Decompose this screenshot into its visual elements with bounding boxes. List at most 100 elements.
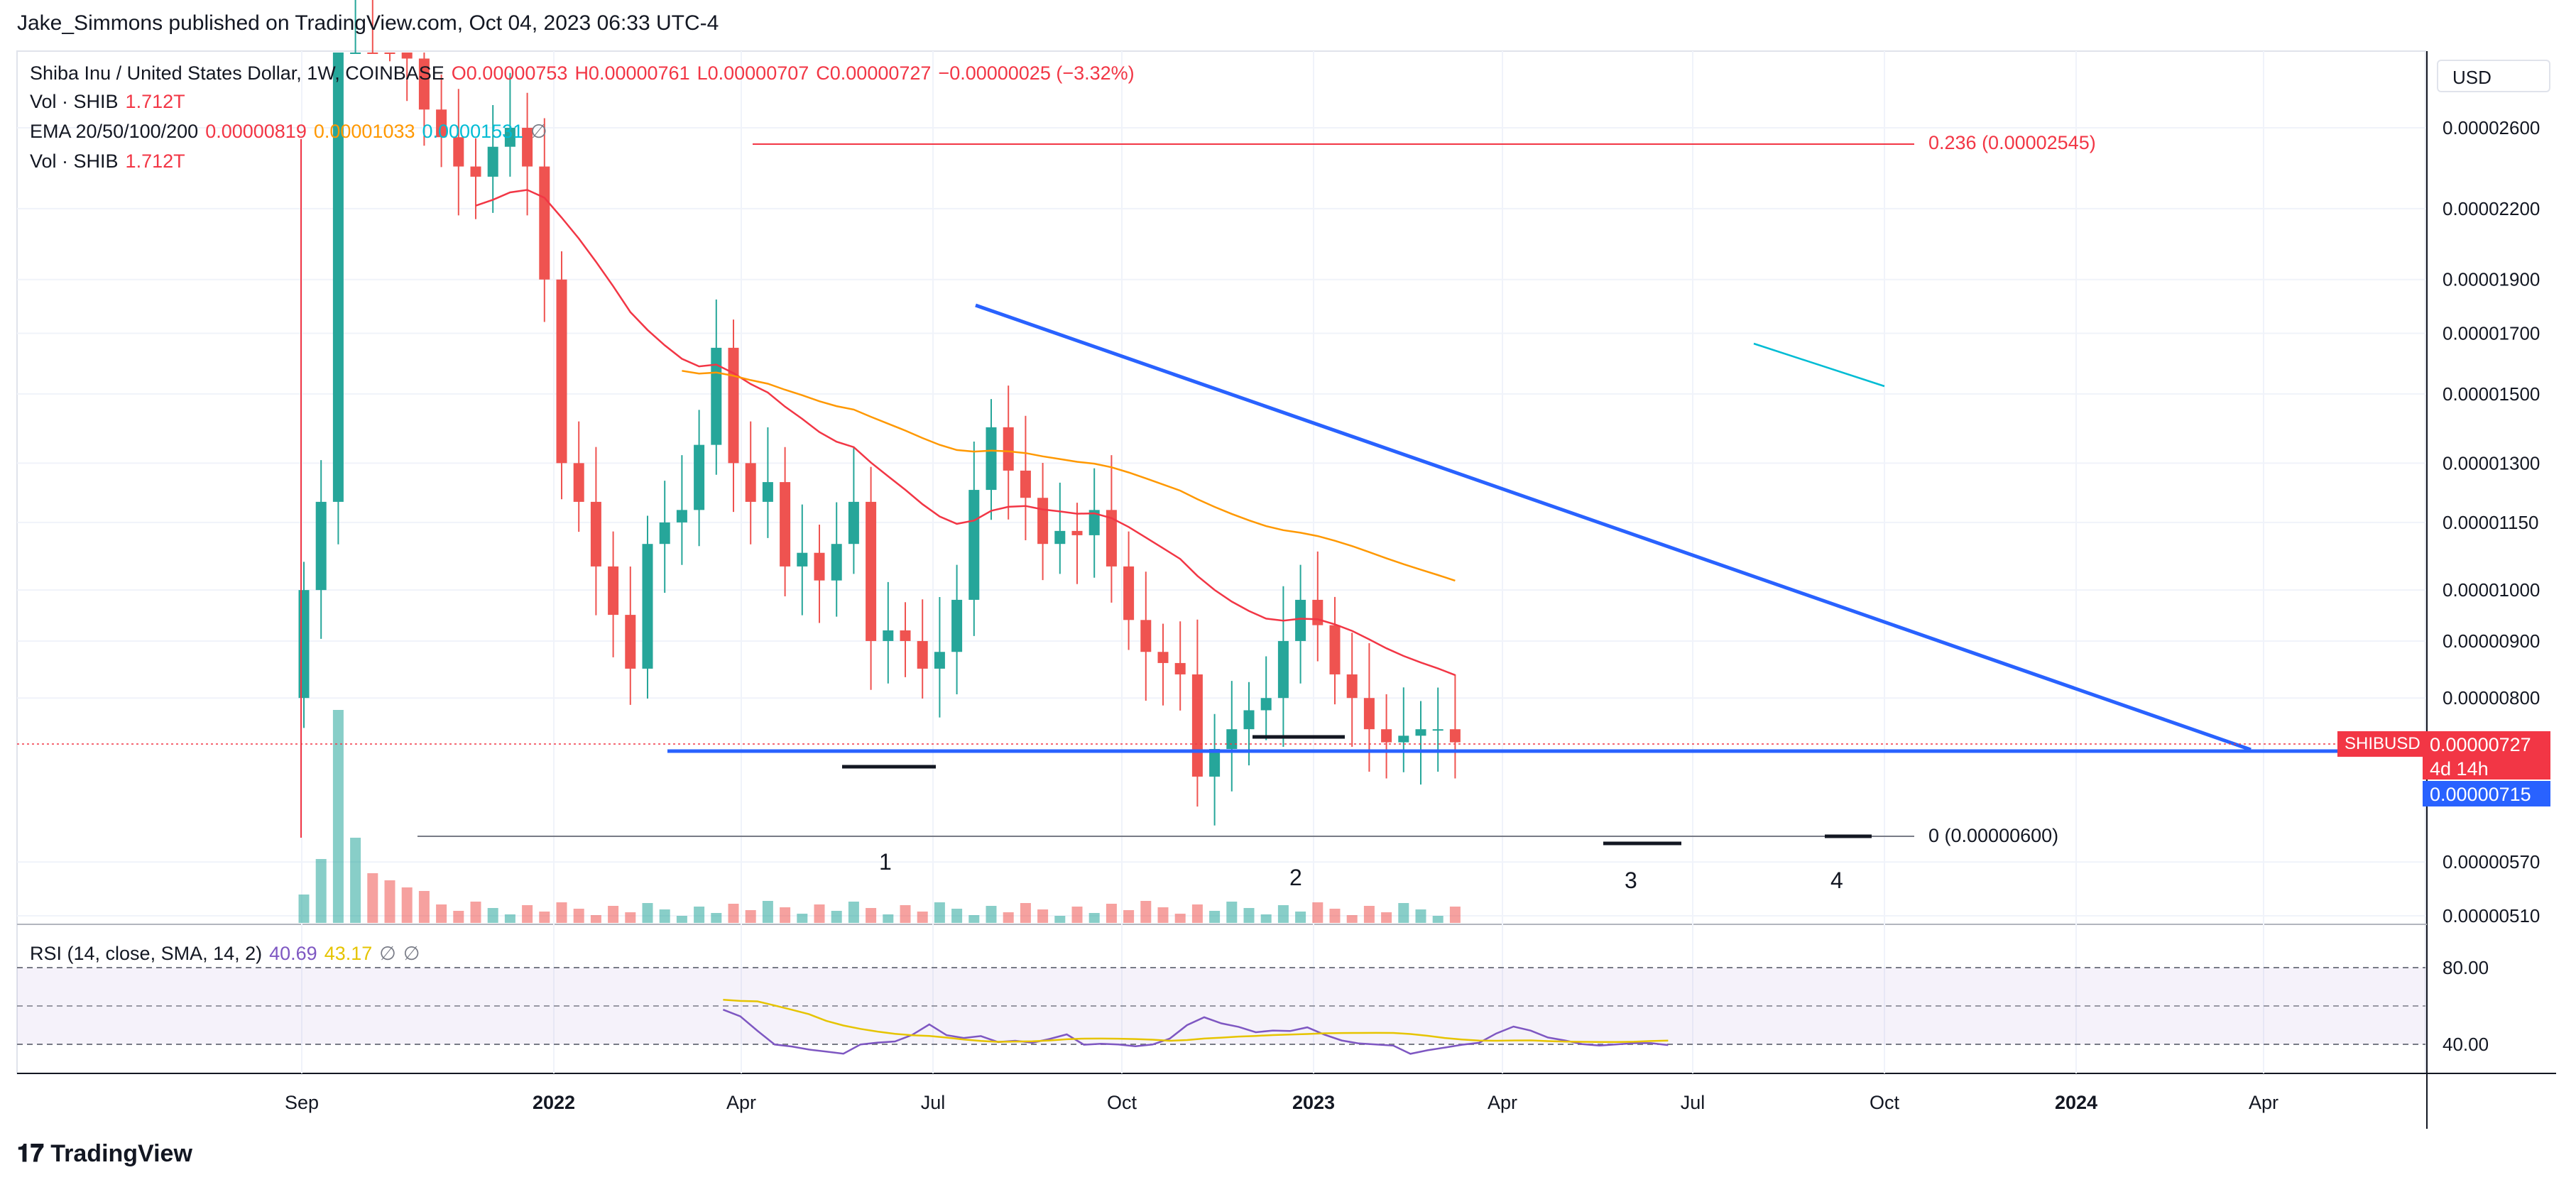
volume-bar-8	[436, 904, 447, 923]
ema20-value: 0.00000819	[205, 121, 307, 142]
volume-bar-60	[1329, 909, 1341, 923]
volume-bar-55	[1243, 908, 1255, 923]
rsi-tick-1: 40.00	[2443, 1034, 2489, 1055]
time-tick-0: Sep	[285, 1092, 319, 1113]
tv-logo-icon: 𝟏𝟕	[17, 1140, 51, 1167]
candlesticks	[298, 0, 1461, 826]
symbol-name[interactable]: Shiba Inu / United States Dollar, 1W, CO…	[30, 62, 444, 84]
volume-bar-47	[1106, 904, 1117, 923]
volume-bar-14	[539, 912, 550, 923]
volume-bar-58	[1295, 912, 1306, 923]
tv-logo-text: TradingView	[50, 1140, 192, 1167]
time-axis[interactable]: Sep 2022 Apr Jul Oct 2023 Apr Jul Oct 2024 Apr	[285, 1092, 2278, 1113]
candle-body-64	[1398, 735, 1409, 743]
candle-body-51	[1174, 662, 1186, 674]
candle-body-9	[453, 137, 464, 167]
volume-bar-52	[1191, 904, 1203, 923]
candle-body-24	[711, 347, 722, 445]
candle-body-6	[401, 53, 413, 59]
volume-bar-0	[298, 895, 310, 923]
candle-body-20	[642, 544, 653, 669]
price-tick-2: 0.00001900	[2443, 269, 2540, 290]
candle-body-34	[883, 630, 894, 641]
price-tick-8: 0.00000900	[2443, 630, 2540, 652]
volume-bar-40	[986, 906, 997, 923]
volume-bar-65	[1415, 909, 1426, 923]
candle-body-14	[539, 166, 550, 280]
candle-body-32	[848, 501, 859, 545]
volume-bar-21	[659, 909, 670, 923]
fib-lower-label: 0 (0.00000600)	[1928, 825, 2059, 846]
candle-body-27	[762, 482, 773, 502]
vertical-gridlines	[301, 51, 2264, 1073]
candle-body-66	[1432, 729, 1443, 731]
volume-bar-62	[1363, 906, 1375, 923]
tradingview-logo[interactable]: 𝟏𝟕 TradingView	[17, 1140, 192, 1168]
candle-body-63	[1381, 729, 1392, 743]
volume-bar-41	[1003, 912, 1014, 923]
candle-body-11	[487, 146, 498, 177]
rsi-axis: 80.00 40.00	[2443, 957, 2489, 1055]
volume-bar-4	[367, 873, 378, 923]
ohlc-change: −0.00000025 (−3.32%)	[938, 62, 1135, 84]
price-axis[interactable]: 0.00002600 0.00002200 0.00001900 0.00001700…	[2443, 117, 2540, 926]
volume-label[interactable]: Vol · SHIB	[30, 91, 119, 112]
rsi-sma-value: 43.17	[324, 943, 373, 964]
volume-bar-50	[1157, 907, 1169, 923]
time-tick-4: Oct	[1107, 1092, 1137, 1113]
candle-body-43	[1037, 498, 1049, 545]
volume-bar-45	[1071, 907, 1083, 923]
ema100-value: 0.00001531	[422, 121, 524, 142]
volume-bar-34	[883, 914, 894, 923]
price-tick-5: 0.00001300	[2443, 452, 2540, 474]
candle-body-53	[1209, 749, 1221, 777]
volume-bar-23	[694, 907, 705, 923]
candle-body-13	[522, 128, 533, 167]
price-tick-4: 0.00001500	[2443, 383, 2540, 405]
ema50-value: 0.00001033	[313, 121, 415, 142]
candle-body-5	[384, 53, 395, 54]
currency-selector[interactable]: USD	[2437, 60, 2550, 92]
volume-bar-13	[522, 905, 533, 923]
volume-bar-31	[831, 911, 842, 923]
ema200-empty-icon: ∅	[530, 121, 547, 142]
candle-body-17	[590, 501, 601, 567]
rsi-label[interactable]: RSI (14, close, SMA, 14, 2)	[30, 943, 263, 964]
volume-legend-2: Vol · SHIB 1.712T	[30, 151, 192, 173]
volume-legend: Vol · SHIB 1.712T	[30, 91, 192, 113]
candle-body-58	[1295, 599, 1306, 641]
candle-body-23	[694, 444, 705, 510]
volume-bar-22	[676, 916, 687, 923]
rsi-empty-icon-2: ∅	[403, 943, 420, 964]
time-tick-7: Jul	[1681, 1092, 1705, 1113]
ticker-badge: SHIBUSD	[2337, 731, 2423, 757]
candle-body-61	[1346, 674, 1358, 699]
rsi-line	[722, 1009, 1669, 1055]
candle-body-62	[1363, 698, 1375, 730]
volume-bar-67	[1449, 907, 1461, 923]
volume-bar-16	[573, 909, 584, 923]
volume-bar-64	[1398, 903, 1409, 923]
volume-bar-12	[504, 914, 515, 923]
volume-bar-57	[1277, 905, 1289, 923]
candle-body-42	[1020, 470, 1031, 498]
volume-bar-37	[934, 902, 945, 923]
ohlc-open: O0.00000753	[451, 62, 568, 84]
candle-body-55	[1243, 710, 1255, 730]
volume-label-2[interactable]: Vol · SHIB	[30, 151, 119, 172]
candle-body-59	[1312, 599, 1324, 625]
main-legend: Shiba Inu / United States Dollar, 1W, CO…	[30, 62, 1142, 84]
price-tick-10: 0.00000570	[2443, 851, 2540, 873]
candle-body-1	[315, 501, 327, 591]
candle-body-39	[968, 490, 980, 600]
candle-body-41	[1003, 427, 1014, 471]
volume-bar-35	[900, 905, 911, 923]
candle-body-67	[1449, 729, 1461, 743]
volume-bar-63	[1381, 912, 1392, 923]
ema-label[interactable]: EMA 20/50/100/200	[30, 121, 199, 142]
ohlc-close: C0.00000727	[816, 62, 932, 84]
volume-bar-56	[1260, 914, 1272, 923]
candle-body-21	[659, 522, 670, 545]
candle-body-7	[418, 58, 430, 110]
